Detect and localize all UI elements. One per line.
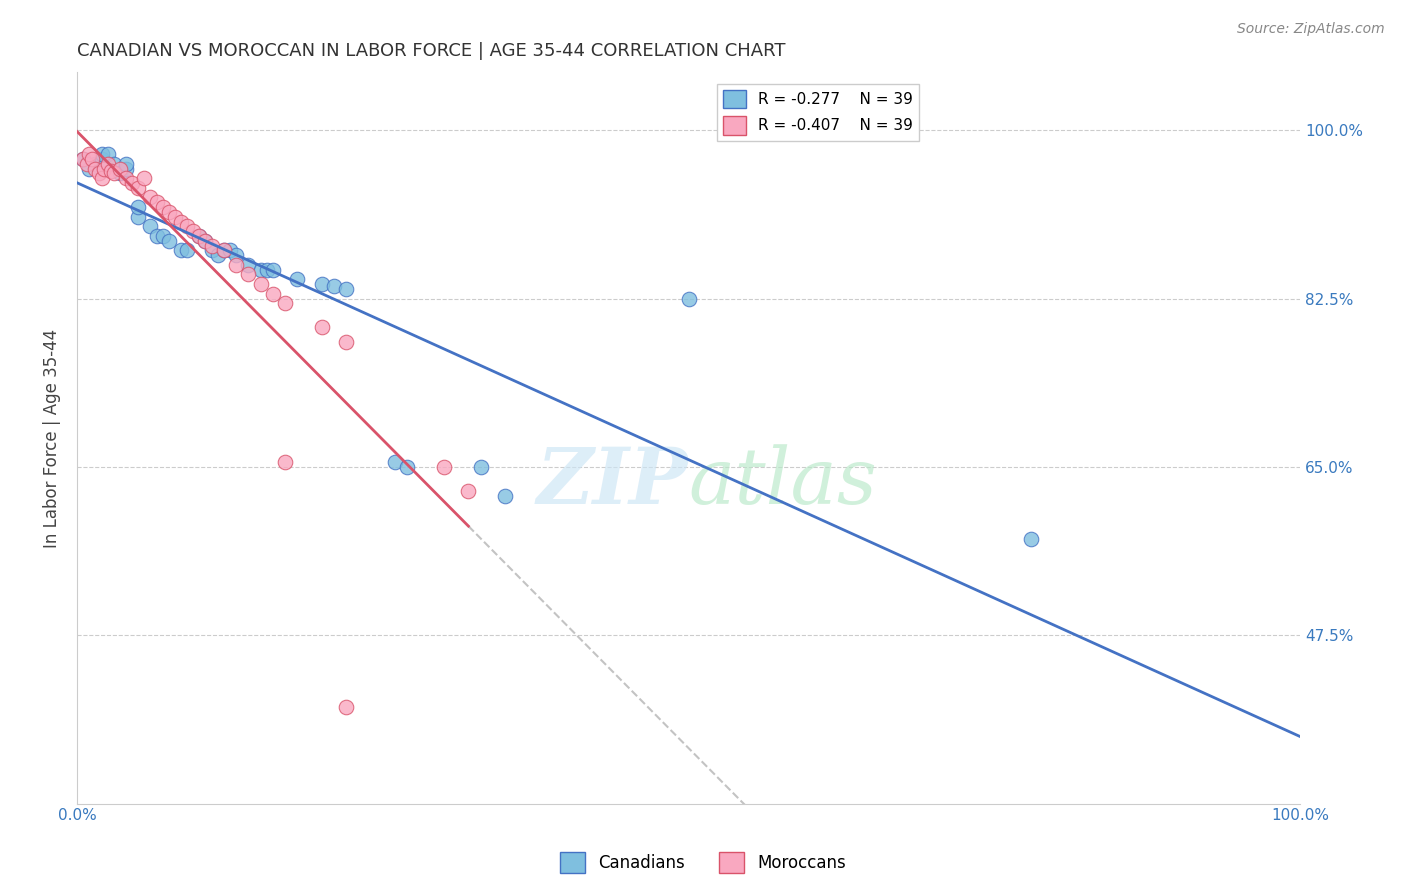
Point: [249, 262, 271, 277]
Point: [194, 234, 217, 248]
Point: [249, 277, 271, 291]
Point: [79, 147, 101, 161]
Point: [93, 161, 115, 176]
Point: [127, 210, 149, 224]
Point: [157, 234, 180, 248]
Point: [134, 171, 156, 186]
Point: [457, 483, 479, 498]
Point: [97, 147, 120, 161]
Text: CANADIAN VS MOROCCAN IN LABOR FORCE | AGE 35-44 CORRELATION CHART: CANADIAN VS MOROCCAN IN LABOR FORCE | AG…: [77, 42, 786, 60]
Point: [170, 214, 193, 228]
Point: [176, 219, 198, 234]
Point: [90, 171, 112, 186]
Point: [322, 279, 344, 293]
Point: [108, 161, 131, 176]
Point: [238, 258, 260, 272]
Text: atlas: atlas: [689, 443, 877, 520]
Point: [238, 268, 260, 282]
Point: [188, 229, 211, 244]
Point: [100, 163, 122, 178]
Point: [285, 272, 308, 286]
Point: [170, 244, 193, 258]
Point: [201, 244, 224, 258]
Point: [115, 157, 138, 171]
Text: ZIP: ZIP: [537, 443, 689, 520]
Point: [90, 152, 112, 166]
Point: [262, 286, 284, 301]
Point: [256, 262, 278, 277]
Point: [1019, 532, 1042, 546]
Point: [79, 161, 101, 176]
Point: [127, 181, 149, 195]
Point: [80, 152, 103, 166]
Point: [219, 244, 242, 258]
Point: [90, 147, 112, 161]
Point: [76, 157, 98, 171]
Point: [103, 166, 125, 180]
Point: [494, 489, 516, 503]
Point: [188, 229, 211, 244]
Point: [97, 157, 120, 171]
Point: [72, 152, 94, 166]
Point: [212, 244, 235, 258]
Y-axis label: In Labor Force | Age 35-44: In Labor Force | Age 35-44: [44, 328, 60, 548]
Point: [274, 296, 297, 310]
Point: [335, 282, 357, 296]
Text: Source: ZipAtlas.com: Source: ZipAtlas.com: [1237, 22, 1385, 37]
Point: [152, 200, 174, 214]
Point: [176, 244, 198, 258]
Point: [384, 455, 406, 469]
Point: [108, 166, 131, 180]
Point: [433, 459, 456, 474]
Point: [145, 229, 167, 244]
Point: [84, 161, 107, 176]
Point: [311, 320, 333, 334]
Point: [139, 190, 162, 204]
Point: [274, 455, 297, 469]
Point: [157, 205, 180, 219]
Point: [335, 700, 357, 714]
Point: [163, 210, 186, 224]
Point: [207, 248, 229, 262]
Legend: R = -0.277    N = 39, R = -0.407    N = 39: R = -0.277 N = 39, R = -0.407 N = 39: [717, 84, 920, 141]
Point: [225, 248, 247, 262]
Point: [678, 292, 700, 306]
Point: [335, 334, 357, 349]
Legend: Canadians, Moroccans: Canadians, Moroccans: [554, 846, 852, 880]
Point: [225, 258, 247, 272]
Point: [139, 219, 162, 234]
Point: [145, 195, 167, 210]
Point: [72, 152, 94, 166]
Point: [311, 277, 333, 291]
Point: [212, 244, 235, 258]
Point: [152, 229, 174, 244]
Point: [115, 161, 138, 176]
Point: [103, 157, 125, 171]
Point: [87, 166, 110, 180]
Point: [201, 238, 224, 252]
Point: [84, 157, 107, 171]
Point: [181, 224, 204, 238]
Point: [127, 200, 149, 214]
Point: [121, 176, 143, 190]
Point: [470, 459, 492, 474]
Point: [194, 234, 217, 248]
Point: [115, 171, 138, 186]
Point: [396, 459, 419, 474]
Point: [262, 262, 284, 277]
